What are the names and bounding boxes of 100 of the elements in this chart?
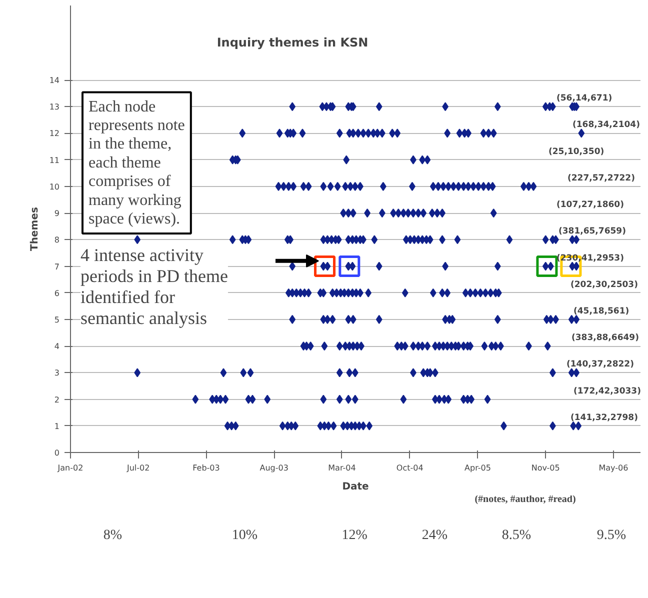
point [400, 394, 407, 404]
point [327, 182, 334, 191]
annotation: Each node represents note in the theme, each theme comprises of many working space (views). [88, 98, 185, 228]
annotation: (202,30,2503) [570, 280, 638, 290]
point [494, 314, 501, 324]
annotation: (141,32,2798) [570, 412, 638, 423]
point [290, 182, 297, 191]
point [424, 342, 431, 351]
annotation: 4 intense activity periods in PD theme identified for semantic analysis [80, 244, 228, 328]
annotation: (25,10,350) [548, 146, 604, 157]
point [300, 182, 307, 191]
point [472, 288, 479, 298]
point [289, 314, 296, 324]
point [192, 394, 199, 404]
point [347, 182, 354, 191]
point [280, 182, 287, 191]
point [490, 128, 497, 138]
annotation: (140,37,2822) [566, 360, 634, 370]
point [575, 421, 582, 430]
point [402, 288, 408, 298]
annotation: (45,18,561) [574, 306, 630, 316]
point [340, 208, 347, 218]
point [352, 368, 358, 378]
point [376, 262, 382, 271]
y-tick-label: 2 [54, 395, 60, 404]
point [573, 314, 580, 324]
point [342, 182, 349, 191]
point [487, 288, 494, 298]
x-tick-label: Jul-02 [126, 464, 150, 472]
point [477, 288, 484, 298]
point [320, 182, 327, 191]
point [568, 368, 575, 378]
y-tick-label: 9 [54, 209, 60, 218]
point [299, 128, 306, 138]
point [445, 182, 452, 191]
x-tick-label: Nov-05 [531, 464, 560, 472]
x-tick-label: Mar-04 [328, 464, 356, 472]
annotation: (227,57,2722) [568, 173, 636, 184]
point [444, 288, 451, 298]
point [490, 208, 497, 218]
point [494, 102, 501, 112]
point [336, 128, 343, 138]
point [376, 102, 382, 112]
point [376, 314, 382, 324]
point [330, 421, 337, 430]
x-tick-label: Oct-04 [396, 464, 424, 472]
point [338, 256, 360, 277]
point [485, 128, 492, 138]
y-tick-label: 0 [54, 448, 60, 458]
point [394, 128, 401, 138]
point [336, 342, 343, 351]
point [336, 394, 343, 404]
y-axis-title: Themes [29, 207, 40, 251]
point [494, 262, 501, 271]
point [321, 342, 328, 351]
text: 8% [103, 528, 122, 543]
point [343, 155, 350, 164]
y-tick-label: 3 [54, 368, 60, 378]
annotation: (172,42,3033) [574, 386, 642, 396]
point [520, 182, 527, 191]
point [350, 314, 356, 324]
text: 9.5% [596, 528, 626, 543]
point [292, 421, 299, 430]
point [352, 182, 358, 191]
point [264, 394, 271, 404]
point [568, 314, 575, 324]
y-tick-label: 4 [54, 342, 60, 352]
point [445, 394, 452, 404]
point [480, 182, 487, 191]
point [275, 182, 282, 191]
annotation: (107,27,1860) [556, 200, 624, 210]
point [460, 182, 467, 191]
point [428, 208, 436, 218]
point [314, 256, 336, 277]
point [456, 128, 463, 138]
point [419, 155, 426, 164]
point [444, 128, 451, 138]
point [450, 182, 457, 191]
point [475, 182, 482, 191]
point [134, 368, 141, 378]
point [480, 128, 487, 138]
point [573, 262, 580, 271]
annotation: (56,14,671) [556, 94, 612, 104]
text: 8.5% [502, 528, 532, 543]
point [345, 314, 352, 324]
point [542, 235, 549, 244]
x-tick-label: Feb-03 [192, 464, 220, 472]
point [334, 182, 341, 191]
y-tick-label: 10 [49, 182, 60, 192]
point [395, 208, 402, 218]
point [374, 128, 381, 138]
y-tick-label: 6 [54, 288, 60, 298]
point [484, 394, 491, 404]
point [276, 128, 283, 138]
point [366, 421, 373, 430]
point [371, 235, 378, 244]
point [289, 262, 296, 271]
point [424, 155, 431, 164]
point [420, 208, 427, 218]
annotation: (383,88,6649) [572, 333, 640, 344]
